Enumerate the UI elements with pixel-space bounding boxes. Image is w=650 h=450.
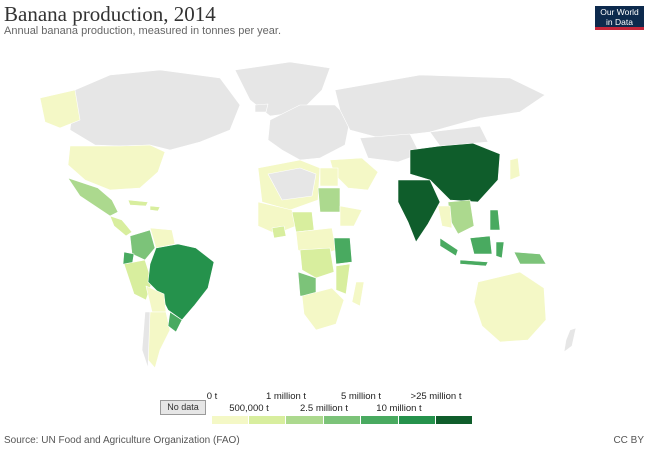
venezuela [149,227,176,249]
license-label: CC BY [613,435,644,446]
southern-cone [141,311,151,369]
canada [69,69,241,151]
sahara-grey [267,167,317,201]
thailand [437,205,453,229]
legend-label-0t: 0 t [206,391,218,402]
southern-africa [301,287,345,331]
west-africa [257,201,297,235]
logo-line-2: in Data [606,16,633,27]
new-zealand [563,327,577,353]
java [459,259,489,267]
greenland [234,61,331,117]
paraguay [167,311,183,333]
legend-bin-6 [436,416,473,424]
legend-label-5m: 5 million t [340,391,382,402]
mongolia [429,125,489,147]
australia [473,271,547,343]
nigeria [291,211,315,233]
sulawesi [495,241,505,259]
india [397,179,441,243]
logo-line-1: Our World [600,7,639,17]
owid-logo[interactable]: Our World in Data [595,6,644,30]
china [409,141,501,203]
europe [267,104,351,161]
source-note: Source: UN Food and Agriculture Organiza… [4,435,240,446]
legend-bin-5 [399,416,436,424]
legend-label-500k: 500,000 t [229,403,269,414]
legend-bin-1 [249,416,286,424]
sudan [317,187,341,213]
legend-label-25m: >25 million t [410,391,462,402]
alaska [39,89,81,129]
colombia [129,229,156,261]
chart-subtitle: Annual banana production, measured in to… [4,25,282,37]
argentina [147,311,171,369]
japan [509,157,521,181]
legend: No data 0 t 1 million t 5 million t >25 … [160,388,473,428]
mexico [67,177,119,217]
ethiopia [339,205,363,227]
chart-title: Banana production, 2014 [4,2,216,26]
new-guinea [513,251,547,265]
hispaniola [149,205,161,212]
borneo [469,235,493,255]
legend-no-data: No data [160,400,206,415]
legend-label-1m: 1 million t [265,391,307,402]
legend-label-2-5m: 2.5 million t [299,403,349,414]
drc [299,247,335,279]
world-map[interactable] [0,50,650,370]
mozambique [335,263,351,295]
central-asia [359,133,421,163]
egypt [319,167,339,187]
sumatra [439,237,459,257]
madagascar [351,281,365,307]
legend-label-10m: 10 million t [376,403,422,414]
central-america [109,215,133,237]
indochina [447,199,475,235]
caribbean [127,199,149,207]
ivory-coast [271,225,287,239]
legend-bin-3 [324,416,361,424]
legend-bin-0 [212,416,249,424]
legend-bin-4 [361,416,399,424]
legend-bin-2 [286,416,324,424]
russia [334,74,546,139]
iceland [254,103,269,113]
tanzania [333,237,353,265]
usa [67,144,166,191]
philippines [489,209,501,231]
